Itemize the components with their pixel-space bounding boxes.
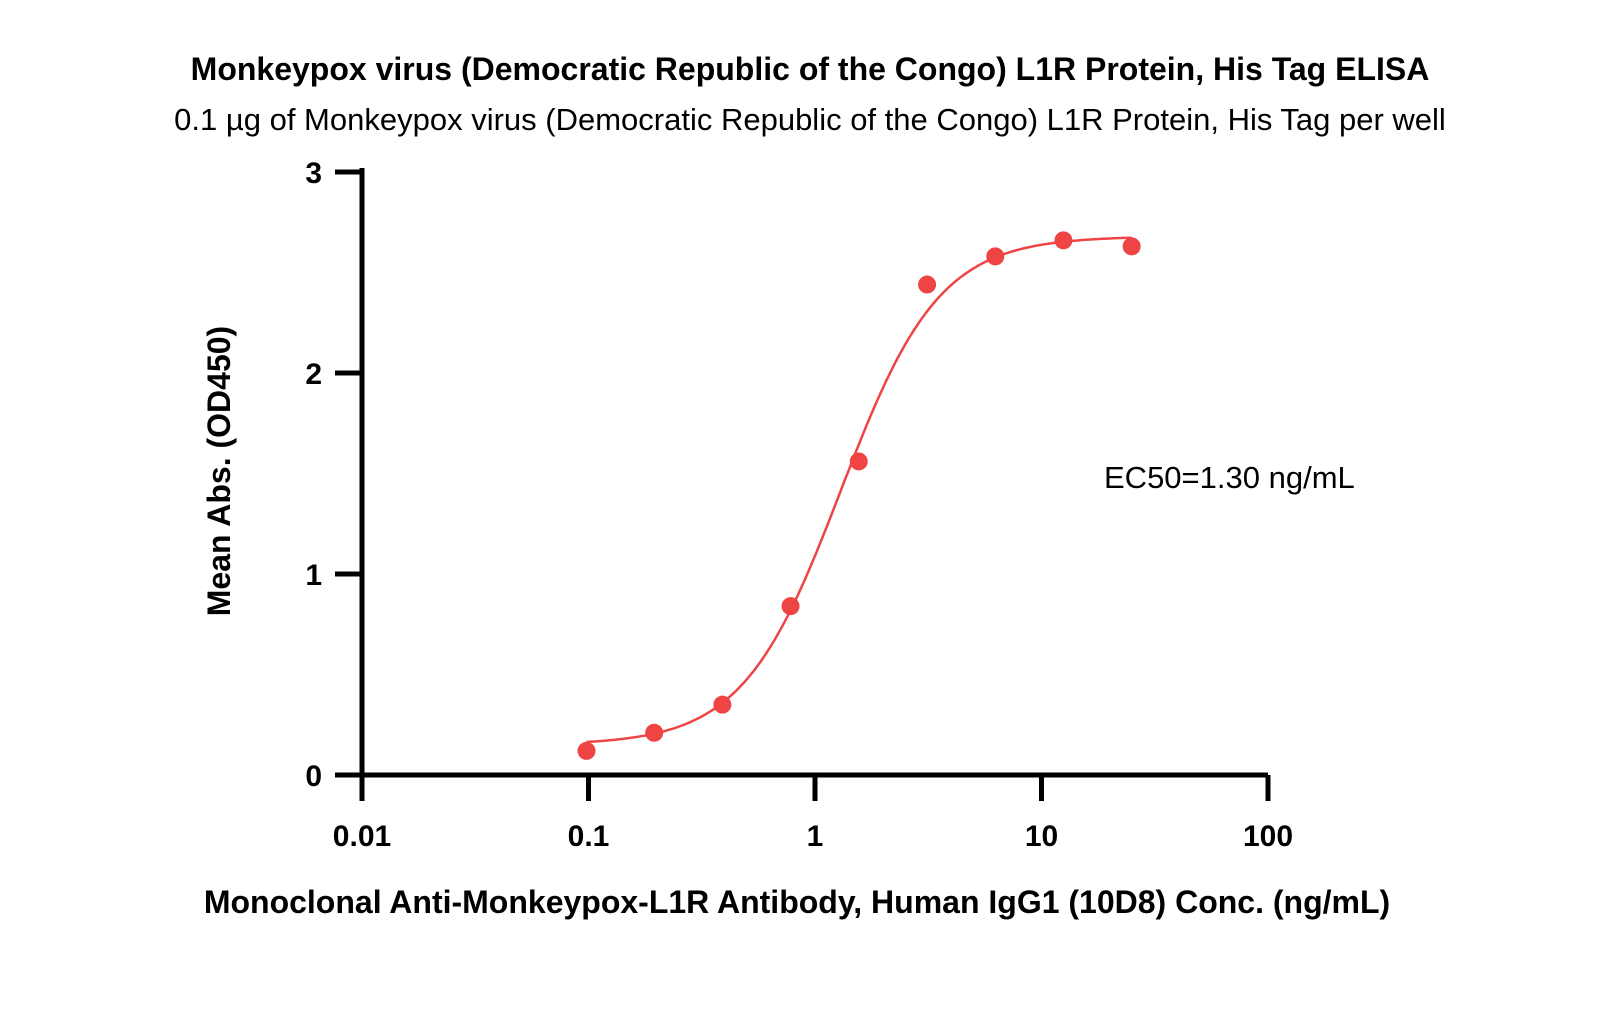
data-point	[1122, 237, 1141, 256]
data-point	[849, 452, 868, 471]
data-point	[577, 741, 596, 760]
data-points	[577, 231, 1141, 760]
data-point	[713, 695, 732, 714]
data-point	[918, 275, 937, 294]
chart-title: Monkeypox virus (Democratic Republic of …	[191, 51, 1430, 87]
y-tick-label: 3	[305, 157, 322, 190]
y-ticks: 0 1 2 3	[305, 157, 362, 793]
y-tick-label: 1	[305, 559, 322, 592]
data-point	[1054, 231, 1073, 250]
fit-curve	[586, 236, 1132, 744]
data-point	[986, 247, 1005, 266]
x-tick-label: 0.01	[333, 820, 391, 853]
ec50-annotation: EC50=1.30 ng/mL	[1104, 460, 1355, 495]
x-tick-label: 1	[807, 820, 824, 853]
data-point	[781, 597, 800, 616]
x-tick-label: 0.1	[568, 820, 610, 853]
y-axis-label: Mean Abs. (OD450)	[201, 326, 237, 616]
x-axis-label: Monoclonal Anti-Monkeypox-L1R Antibody, …	[204, 884, 1390, 920]
x-tick-label: 10	[1025, 820, 1058, 853]
y-tick-label: 2	[305, 358, 322, 391]
x-ticks: 0.01 0.1 1 10 100	[333, 775, 1293, 853]
y-tick-label: 0	[305, 760, 322, 793]
chart-subtitle: 0.1 µg of Monkeypox virus (Democratic Re…	[174, 102, 1446, 137]
x-tick-label: 100	[1243, 820, 1293, 853]
data-point	[645, 723, 664, 742]
